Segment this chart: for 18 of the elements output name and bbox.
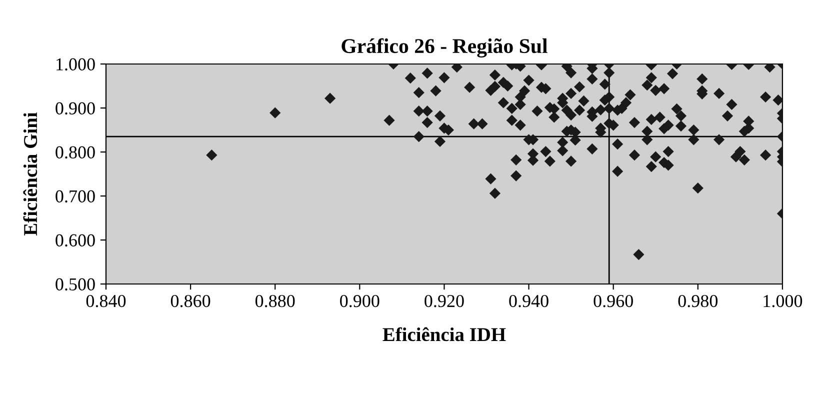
x-tick-label: 0.880 [255,294,295,308]
y-axis-title: Eficiência Gini [23,112,38,236]
x-axis-title: Eficiência IDH [382,327,506,342]
y-tick-label: 0.700 [56,190,95,203]
y-tick-label: 0.800 [56,146,95,159]
x-tick-label: 0.900 [340,294,380,308]
y-tick-label: 1.000 [56,58,95,71]
x-tick-label: 0.840 [86,294,126,308]
x-tick-label: 1.000 [764,294,802,308]
y-tick-label: 0.500 [56,278,95,291]
x-tick-label: 0.920 [424,294,464,308]
x-tick-label: 0.960 [594,294,633,308]
y-tick-label: 0.600 [56,234,95,247]
y-tick-label: 0.900 [56,102,95,115]
x-tick-label: 0.980 [678,294,718,308]
x-tick-label: 0.860 [170,294,210,308]
x-tick-label: 0.940 [509,294,548,308]
chart-title: Gráfico 26 - Região Sul [342,38,548,58]
